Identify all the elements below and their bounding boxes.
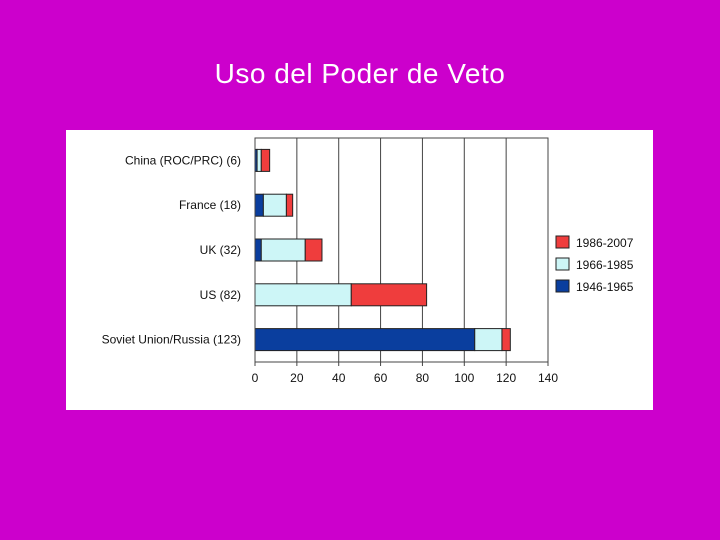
- bar-segment: [260, 238, 306, 262]
- axes: [254, 137, 549, 366]
- x-tick-label: 140: [538, 371, 558, 385]
- x-tick-label: 20: [290, 371, 304, 385]
- chart-panel: China (ROC/PRC) (6) France (18) UK (32) US …: [66, 130, 653, 410]
- legend: 1986-2007 1966-1985 1946-1965: [555, 235, 634, 294]
- x-tick-label: 40: [332, 371, 346, 385]
- legend-label: 1966-1985: [576, 258, 634, 272]
- legend-label: 1946-1965: [576, 280, 634, 294]
- bar-segment: [256, 148, 262, 172]
- x-tick-label: 80: [416, 371, 430, 385]
- bars: [254, 148, 511, 352]
- slide-title: Uso del Poder de Veto: [214, 58, 506, 89]
- bar-segment: [254, 283, 352, 307]
- x-tick-label: 120: [496, 371, 516, 385]
- bar-segment: [501, 328, 511, 352]
- bar-segment: [350, 283, 428, 307]
- bar-segment: [474, 328, 503, 352]
- grid-lines: [254, 138, 549, 362]
- x-tick-labels: 0 20 40 60 80 100 120 140: [252, 371, 559, 385]
- legend-swatch: [555, 257, 570, 271]
- category-labels: China (ROC/PRC) (6) France (18) UK (32) US …: [102, 153, 241, 346]
- legend-swatch: [555, 235, 570, 249]
- legend-label: 1986-2007: [576, 236, 634, 250]
- category-label: US (82): [200, 288, 241, 302]
- bar-segment: [260, 148, 271, 172]
- x-tick-label: 0: [252, 371, 259, 385]
- legend-swatch: [555, 279, 570, 293]
- bar-segment: [254, 328, 476, 352]
- bar-segment: [285, 193, 294, 217]
- category-label: France (18): [179, 198, 241, 212]
- x-tick-label: 60: [374, 371, 388, 385]
- bar-segment: [254, 193, 264, 217]
- veto-bar-chart: China (ROC/PRC) (6) France (18) UK (32) US …: [102, 137, 634, 385]
- bar-segment: [304, 238, 323, 262]
- bar-segment: [262, 193, 287, 217]
- category-label: China (ROC/PRC) (6): [125, 153, 241, 167]
- x-tick-label: 100: [454, 371, 474, 385]
- plot-frame: [254, 137, 549, 363]
- category-label: UK (32): [200, 243, 241, 257]
- bar-segment: [254, 238, 262, 262]
- category-label: Soviet Union/Russia (123): [102, 333, 241, 347]
